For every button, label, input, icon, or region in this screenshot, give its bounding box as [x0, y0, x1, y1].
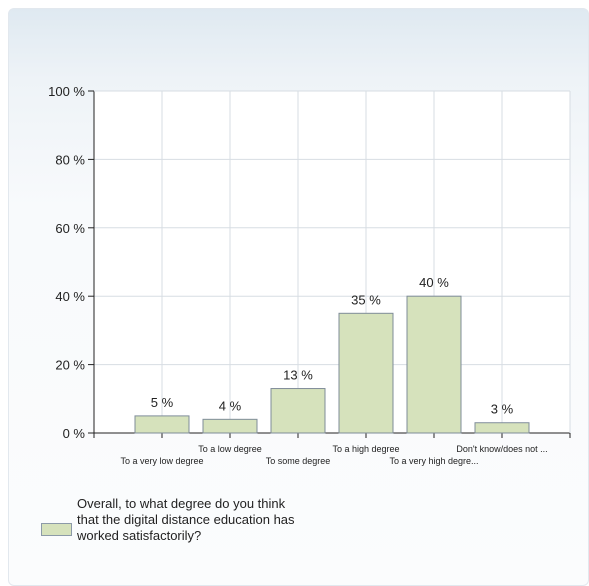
- bar: [202, 418, 258, 434]
- y-tick-label: 100 %: [48, 84, 85, 99]
- y-tick-label: 0 %: [63, 426, 86, 441]
- data-label: 5 %: [151, 395, 174, 410]
- legend-swatch: [41, 523, 72, 536]
- y-tick-label: 60 %: [55, 221, 85, 236]
- y-tick-label: 20 %: [55, 358, 85, 373]
- data-label: 4 %: [219, 398, 242, 413]
- bar: [270, 388, 326, 434]
- x-category-label: To a low degree: [198, 444, 262, 454]
- x-category-label: To a very high degre...: [389, 456, 478, 466]
- x-category-label: To a high degree: [332, 444, 399, 454]
- legend-label: Overall, to what degree do you think tha…: [77, 496, 295, 543]
- x-category-label: To a very low degree: [120, 456, 203, 466]
- data-label: 13 %: [283, 368, 313, 383]
- bar: [134, 415, 190, 434]
- y-tick-label: 80 %: [55, 152, 85, 167]
- data-label: 3 %: [491, 402, 514, 417]
- bar: [474, 422, 530, 434]
- plot-background: [94, 91, 570, 433]
- data-label: 35 %: [351, 292, 381, 307]
- x-category-label: Don't know/does not ...: [456, 444, 547, 454]
- y-tick-label: 40 %: [55, 289, 85, 304]
- bar: [338, 312, 394, 434]
- bar: [406, 295, 462, 434]
- x-category-label: To some degree: [266, 456, 331, 466]
- data-label: 40 %: [419, 275, 449, 290]
